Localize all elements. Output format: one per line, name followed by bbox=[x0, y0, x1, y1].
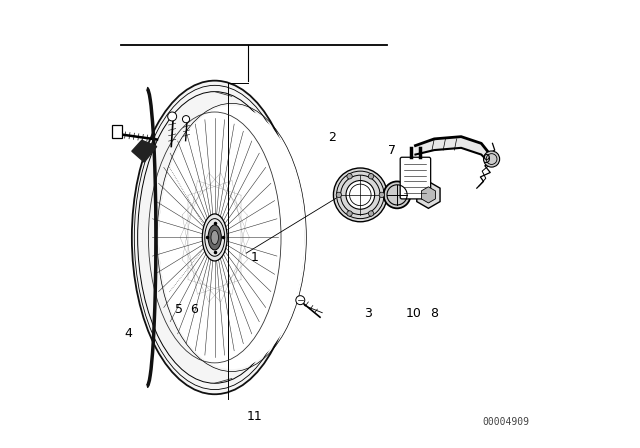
Circle shape bbox=[182, 116, 189, 123]
Circle shape bbox=[296, 296, 305, 305]
Ellipse shape bbox=[132, 81, 298, 394]
Ellipse shape bbox=[208, 225, 221, 250]
Circle shape bbox=[347, 211, 352, 216]
Ellipse shape bbox=[383, 181, 410, 208]
Circle shape bbox=[369, 211, 374, 216]
Text: 2: 2 bbox=[328, 131, 336, 145]
Ellipse shape bbox=[202, 214, 227, 261]
Polygon shape bbox=[132, 140, 157, 162]
Text: 5: 5 bbox=[175, 302, 183, 316]
Text: 10: 10 bbox=[406, 307, 422, 320]
Text: 3: 3 bbox=[364, 307, 372, 320]
Text: 11: 11 bbox=[247, 410, 263, 423]
Circle shape bbox=[168, 112, 177, 121]
Text: 1: 1 bbox=[251, 251, 259, 264]
Circle shape bbox=[336, 192, 342, 198]
Text: 9: 9 bbox=[482, 152, 490, 166]
Text: 7: 7 bbox=[388, 143, 396, 157]
Polygon shape bbox=[415, 137, 490, 164]
Ellipse shape bbox=[346, 181, 374, 209]
Circle shape bbox=[484, 151, 500, 167]
Ellipse shape bbox=[333, 168, 387, 222]
Ellipse shape bbox=[159, 106, 305, 369]
Text: 4: 4 bbox=[124, 327, 132, 340]
Ellipse shape bbox=[211, 230, 218, 245]
Text: 00004909: 00004909 bbox=[483, 417, 529, 427]
Text: 8: 8 bbox=[430, 307, 438, 320]
Text: 6: 6 bbox=[189, 302, 198, 316]
FancyBboxPatch shape bbox=[400, 157, 431, 199]
Circle shape bbox=[347, 173, 352, 179]
FancyBboxPatch shape bbox=[112, 125, 122, 138]
Circle shape bbox=[379, 192, 385, 198]
Circle shape bbox=[369, 173, 374, 179]
